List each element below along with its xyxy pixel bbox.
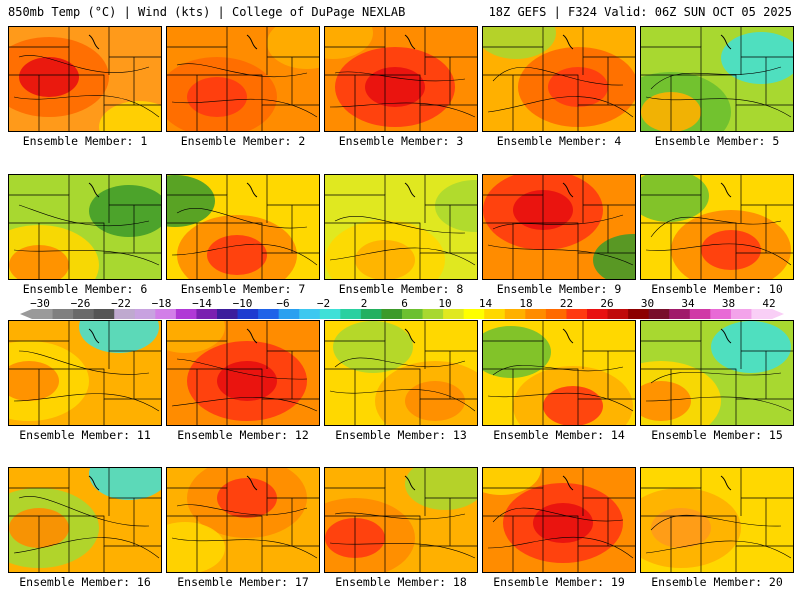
ensemble-map-2 [166, 26, 320, 132]
colorbar-swatch [155, 309, 177, 319]
ensemble-member-label: Ensemble Member: 3 [338, 134, 464, 148]
ensemble-map-18 [324, 467, 478, 573]
colorbar-swatch [299, 309, 321, 319]
colorbar-tick-label: 2 [360, 297, 368, 310]
colorbar-swatch [114, 309, 136, 319]
colorbar-swatch [381, 309, 403, 319]
ensemble-map-13 [324, 320, 478, 426]
colorbar-swatch [669, 309, 691, 319]
colorbar-tick-label: −18 [151, 297, 172, 310]
run-valid-time: 18Z GEFS | F324 Valid: 06Z SUN OCT 05 20… [488, 5, 792, 19]
ensemble-member-label: Ensemble Member: 19 [493, 575, 625, 589]
colorbar-tick-label: 18 [519, 297, 533, 310]
ensemble-member-label: Ensemble Member: 14 [493, 428, 625, 442]
colorbar-tick-label: 22 [559, 297, 574, 310]
colorbar-swatch [360, 309, 382, 319]
ensemble-map-9 [482, 174, 636, 280]
colorbar-swatch [607, 309, 629, 319]
colorbar-swatch [443, 309, 465, 319]
colorbar-swatch [463, 309, 485, 319]
colorbar-swatch [504, 309, 526, 319]
ensemble-member-label: Ensemble Member: 10 [651, 282, 783, 296]
ensemble-map-15 [640, 320, 794, 426]
colorbar-tick-label: 30 [640, 297, 655, 310]
ensemble-map-20 [640, 467, 794, 573]
colorbar-swatch [32, 309, 54, 319]
colorbar-tick-label: −26 [70, 297, 91, 310]
ensemble-member-label: Ensemble Member: 13 [335, 428, 467, 442]
colorbar-tick-label: 42 [762, 297, 776, 310]
colorbar-tick-label: −10 [232, 297, 253, 310]
colorbar-tick-label: −14 [192, 297, 212, 310]
ensemble-member-label: Ensemble Member: 6 [22, 282, 148, 296]
colorbar-swatch [175, 309, 197, 319]
ensemble-map-5 [640, 26, 794, 132]
colorbar-swatch [587, 309, 609, 319]
colorbar-swatch [689, 309, 711, 319]
ensemble-member-label: Ensemble Member: 18 [335, 575, 467, 589]
ensemble-map-10 [640, 174, 794, 280]
ensemble-member-label: Ensemble Member: 15 [651, 428, 783, 442]
ensemble-member-label: Ensemble Member: 5 [654, 134, 780, 148]
colorbar-swatch [545, 309, 567, 319]
colorbar-tick-label: 34 [681, 297, 695, 310]
ensemble-member-label: Ensemble Member: 20 [651, 575, 783, 589]
colorbar-tick-label: 6 [401, 297, 408, 310]
colorbar-swatch [730, 309, 752, 319]
colorbar-tick-label: −6 [276, 297, 290, 310]
ensemble-member-label: Ensemble Member: 2 [180, 134, 306, 148]
colorbar-tick-label: −2 [316, 297, 331, 310]
temperature-colorbar [20, 309, 784, 319]
colorbar-tick-label: 26 [600, 297, 614, 310]
ensemble-member-label: Ensemble Member: 12 [177, 428, 309, 442]
ensemble-map-11 [8, 320, 162, 426]
ensemble-member-label: Ensemble Member: 11 [19, 428, 151, 442]
colorbar-swatch [422, 309, 444, 319]
colorbar-swatch [525, 309, 547, 319]
ensemble-map-19 [482, 467, 636, 573]
colorbar-swatch [484, 309, 506, 319]
colorbar-tick-label: −22 [111, 297, 131, 310]
ensemble-member-label: Ensemble Member: 4 [496, 134, 622, 148]
colorbar-swatch [319, 309, 341, 319]
colorbar-swatch [648, 309, 670, 319]
ensemble-member-label: Ensemble Member: 9 [496, 282, 622, 296]
ensemble-map-16 [8, 467, 162, 573]
ensemble-map-4 [482, 26, 636, 132]
ensemble-map-1 [8, 26, 162, 132]
ensemble-member-label: Ensemble Member: 16 [19, 575, 151, 589]
ensemble-map-17 [166, 467, 320, 573]
ensemble-member-label: Ensemble Member: 7 [180, 282, 306, 296]
colorbar-tick-label: 14 [478, 297, 493, 310]
colorbar-swatch [93, 309, 115, 319]
colorbar-swatch [52, 309, 74, 319]
colorbar-swatch [134, 309, 156, 319]
ensemble-member-label: Ensemble Member: 17 [177, 575, 309, 589]
ensemble-member-label: Ensemble Member: 8 [338, 282, 464, 296]
ensemble-map-6 [8, 174, 162, 280]
colorbar-swatch [710, 309, 732, 319]
colorbar-swatch [566, 309, 588, 319]
colorbar-swatch [751, 309, 773, 319]
colorbar-swatch [340, 309, 362, 319]
ensemble-map-8 [324, 174, 478, 280]
colorbar-tick-label: 10 [438, 297, 452, 310]
ensemble-map-12 [166, 320, 320, 426]
colorbar-tick-label: −30 [30, 297, 50, 310]
ensemble-map-3 [324, 26, 478, 132]
colorbar-swatch [217, 309, 239, 319]
ensemble-map-14 [482, 320, 636, 426]
colorbar-tick-label: 38 [721, 297, 736, 310]
colorbar-swatch [278, 309, 300, 319]
map-title: 850mb Temp (°C) | Wind (kts) | College o… [8, 5, 406, 19]
colorbar-swatch [628, 309, 650, 319]
colorbar-swatch [402, 309, 424, 319]
colorbar-swatch [237, 309, 259, 319]
colorbar-swatch [73, 309, 95, 319]
colorbar-swatch [258, 309, 280, 319]
ensemble-map-7 [166, 174, 320, 280]
ensemble-member-label: Ensemble Member: 1 [22, 134, 148, 148]
colorbar-swatch [196, 309, 218, 319]
